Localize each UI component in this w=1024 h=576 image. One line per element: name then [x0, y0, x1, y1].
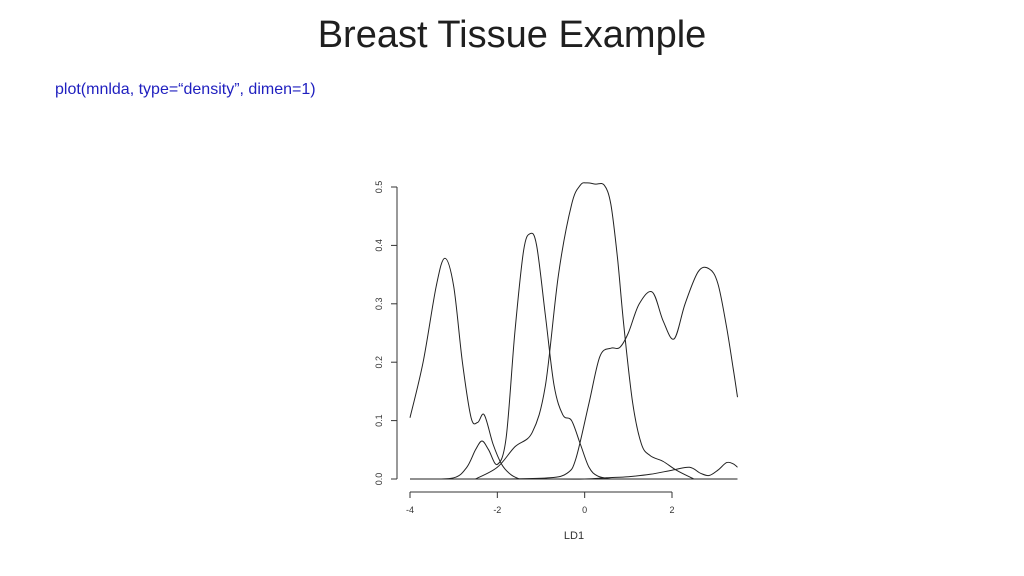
axes: 0.0 0.1 0.2 0.3 0.4 0.5 -4 -2 0 2: [374, 181, 675, 515]
density-plot-svg: 0.0 0.1 0.2 0.3 0.4 0.5 -4 -2 0 2 LD1: [374, 181, 738, 542]
y-tick-label: 0.1: [374, 414, 384, 427]
slide-title: Breast Tissue Example: [317, 14, 707, 56]
density-plot: 0.0 0.1 0.2 0.3 0.4 0.5 -4 -2 0 2 LD1: [355, 170, 755, 550]
density-line-3: [475, 182, 695, 480]
density-line-1: [409, 257, 520, 480]
y-tick-label: 0.4: [374, 239, 384, 252]
density-line-2: [423, 232, 612, 480]
y-tick-label: 0.0: [374, 473, 384, 486]
density-line-4: [506, 266, 738, 480]
density-lines: [409, 182, 738, 480]
x-tick-label: -4: [406, 505, 414, 515]
y-tick-label: 0.3: [374, 298, 384, 311]
y-tick-label: 0.5: [374, 181, 384, 194]
x-tick-label: 2: [669, 505, 674, 515]
y-tick-label: 0.2: [374, 356, 384, 369]
density-line-5: [549, 461, 738, 480]
x-axis-label: LD1: [564, 530, 584, 542]
x-tick-label: -2: [493, 505, 501, 515]
code-line: plot(mnlda, type=“density”, dimen=1): [55, 81, 316, 98]
x-tick-label: 0: [582, 505, 587, 515]
